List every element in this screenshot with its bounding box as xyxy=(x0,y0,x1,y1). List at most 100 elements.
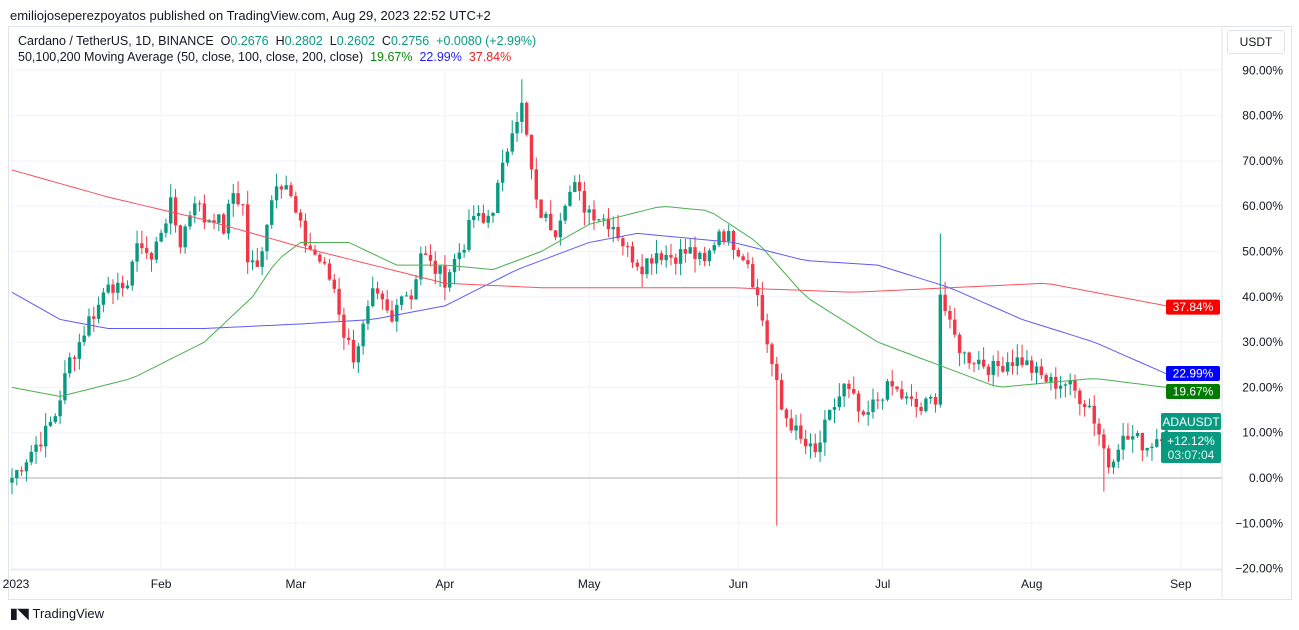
candle xyxy=(255,247,260,268)
candle xyxy=(1068,373,1072,396)
candle xyxy=(491,211,495,223)
candle xyxy=(698,251,702,266)
candle xyxy=(582,181,587,226)
y-tick-label: 30.00% xyxy=(1242,335,1283,349)
candle xyxy=(1078,388,1082,416)
candle xyxy=(467,209,471,253)
candle xyxy=(544,211,548,222)
candle xyxy=(741,254,745,262)
candle xyxy=(842,382,846,408)
candle xyxy=(347,328,351,345)
candle xyxy=(1010,349,1015,375)
candle xyxy=(1155,428,1159,449)
candle xyxy=(808,433,813,459)
candle xyxy=(419,246,423,286)
candle xyxy=(409,289,413,310)
open-label: O xyxy=(220,34,231,48)
candle xyxy=(472,205,476,228)
candle xyxy=(736,247,741,258)
candle xyxy=(193,196,197,224)
candle xyxy=(149,251,154,272)
candle xyxy=(529,134,534,180)
candle xyxy=(380,290,385,310)
candle xyxy=(481,204,486,224)
candle xyxy=(755,279,760,307)
candle xyxy=(856,390,861,423)
currency-button[interactable]: USDT xyxy=(1227,30,1285,54)
candle xyxy=(68,352,72,378)
candle xyxy=(577,174,582,201)
candle xyxy=(524,101,529,137)
candle xyxy=(765,313,769,353)
candle xyxy=(1106,444,1111,474)
candle xyxy=(183,224,187,254)
close-label: C xyxy=(381,34,391,48)
candle xyxy=(39,431,43,452)
candle xyxy=(19,466,24,477)
candle xyxy=(58,390,62,425)
candle xyxy=(1116,444,1120,469)
candle xyxy=(510,120,514,155)
ma-title[interactable]: 50,100,200 Moving Average (50, close, 10… xyxy=(18,50,364,64)
candle xyxy=(390,300,394,323)
candle xyxy=(159,229,163,243)
tradingview-icon: ▮◥ xyxy=(10,605,29,621)
change-value: +0.0080 (+2.99%) xyxy=(436,34,537,48)
candle xyxy=(539,199,543,219)
candle xyxy=(1020,344,1024,368)
candle xyxy=(823,410,827,456)
legend: Cardano / TetherUS, 1D, BINANCE O0.2676 … xyxy=(18,33,536,65)
candle xyxy=(1097,418,1101,446)
y-tick-label: 90.00% xyxy=(1242,63,1283,77)
candle xyxy=(981,347,986,369)
candle xyxy=(462,244,466,258)
candle xyxy=(991,355,995,386)
candle xyxy=(957,332,962,367)
candle xyxy=(996,350,1000,377)
candle xyxy=(1087,398,1092,409)
candle xyxy=(202,194,207,230)
candle xyxy=(621,235,625,256)
grid xyxy=(10,69,1222,570)
candle xyxy=(500,149,505,192)
low-value: 0.2602 xyxy=(336,34,375,48)
candle xyxy=(164,218,168,238)
y-tick-label: 70.00% xyxy=(1242,154,1283,168)
candle xyxy=(885,378,890,402)
candle xyxy=(111,279,115,305)
candle xyxy=(553,230,558,241)
candle xyxy=(322,257,327,266)
candle xyxy=(549,200,553,231)
candle xyxy=(428,244,433,267)
candle xyxy=(154,236,158,264)
x-tick-label: 2023 xyxy=(3,577,30,591)
candle xyxy=(101,287,106,313)
y-tick-label: 10.00% xyxy=(1242,426,1283,440)
candle xyxy=(270,195,274,229)
candle xyxy=(832,398,837,424)
candle xyxy=(327,259,332,281)
candle xyxy=(221,212,226,235)
close-value: 0.2756 xyxy=(390,34,430,48)
candle xyxy=(448,269,452,292)
y-tick-label: 60.00% xyxy=(1242,199,1283,213)
candle xyxy=(770,342,774,377)
candle xyxy=(789,409,793,434)
candle xyxy=(106,276,110,295)
candle xyxy=(298,209,303,228)
candle xyxy=(1039,358,1044,379)
symbol-title[interactable]: Cardano / TetherUS, 1D, BINANCE xyxy=(18,34,214,48)
candle xyxy=(29,445,33,466)
tradingview-logo[interactable]: ▮◥ TradingView xyxy=(10,605,104,622)
candle xyxy=(967,351,971,369)
y-tick-label: 50.00% xyxy=(1242,245,1283,259)
candle xyxy=(496,179,500,214)
candle xyxy=(231,184,235,217)
candle xyxy=(717,229,721,248)
candle xyxy=(568,185,572,208)
svg-text:22.99%: 22.99% xyxy=(1173,367,1214,381)
candle xyxy=(837,383,842,411)
candle xyxy=(702,246,707,267)
candle xyxy=(592,200,596,230)
